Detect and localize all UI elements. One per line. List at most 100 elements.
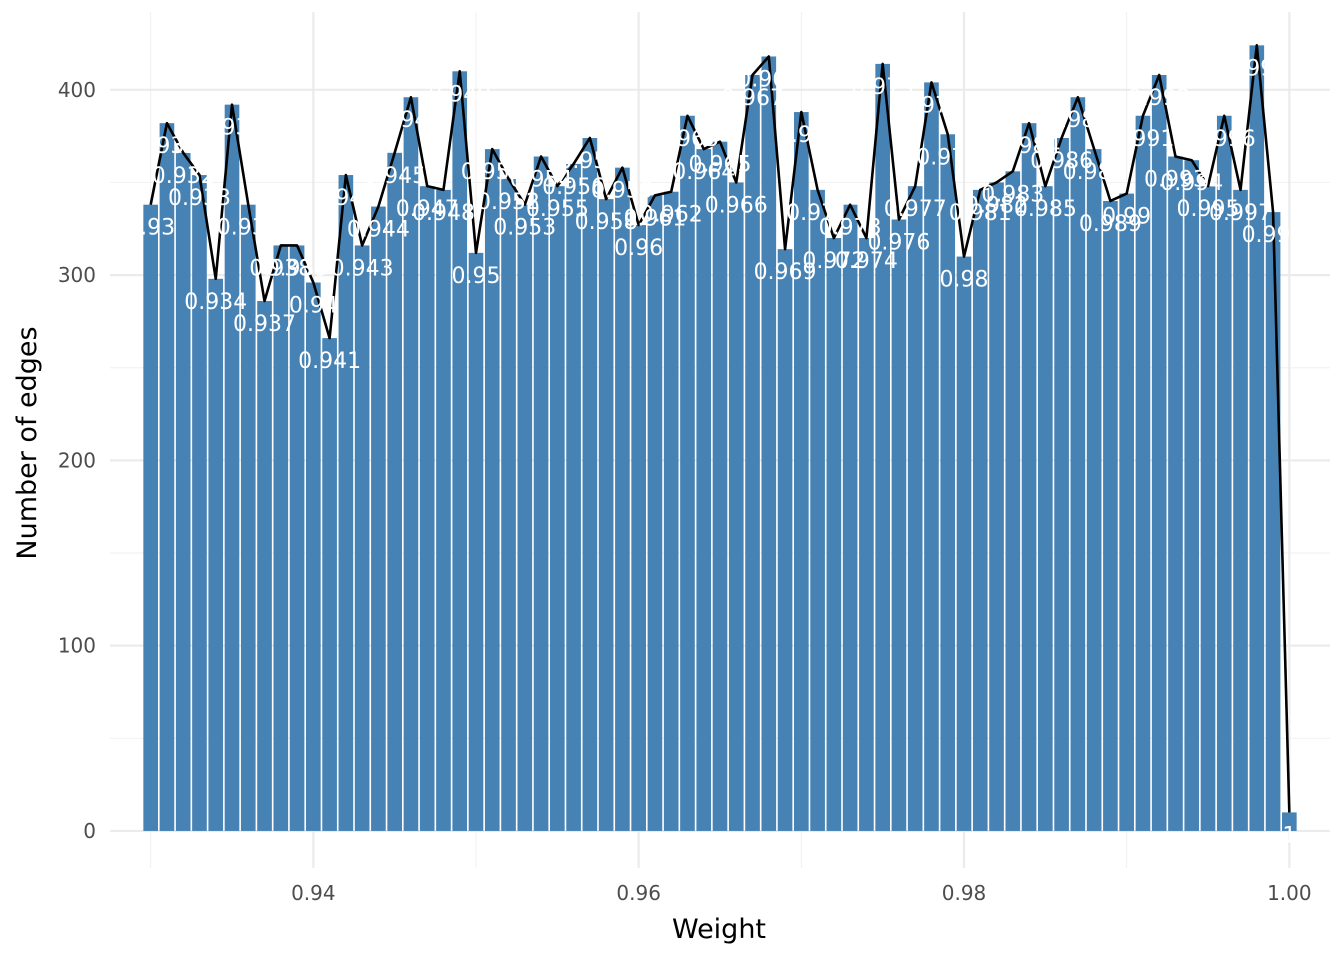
histogram-bar	[1249, 45, 1265, 831]
x-tick-label: 0.94	[291, 881, 336, 905]
x-tick-label: 0.98	[942, 881, 987, 905]
bar-label: 0.985	[1014, 197, 1077, 222]
bar-label: 0.991	[1111, 127, 1174, 152]
x-tick-label: 0.96	[616, 881, 661, 905]
bar-label: 0.939	[266, 256, 329, 281]
bar-label: 0.997	[1209, 201, 1272, 226]
bar-label: 0.946	[379, 108, 442, 133]
bar-label: 0.961	[623, 206, 686, 231]
bar-label: 0.977	[884, 197, 947, 222]
bar-label: 0.948	[412, 201, 475, 226]
histogram-bar	[1054, 137, 1069, 831]
bar-label: 0.993	[1144, 168, 1207, 193]
bar-label: 0.95	[452, 264, 501, 289]
bar-label: 0.953	[493, 216, 556, 241]
histogram-bar	[533, 156, 549, 831]
bar-label: 0.99	[1102, 205, 1151, 230]
bar-label: 0.971	[786, 201, 849, 226]
bar-label: 0.94	[289, 294, 338, 319]
histogram-bar	[1282, 812, 1297, 831]
histogram-bar	[1216, 115, 1232, 831]
bar-label: 0.942	[314, 186, 377, 211]
histogram-bar	[598, 199, 614, 831]
bar-label: 0.986	[1030, 149, 1093, 174]
histogram-bar	[794, 112, 809, 831]
histogram-bar	[175, 152, 191, 831]
bar-label: 0.943	[331, 256, 394, 281]
bar-label: 0.951	[461, 160, 524, 185]
trend-line-layer	[149, 44, 1291, 813]
bar-label: 0.981	[949, 201, 1012, 226]
histogram-bar	[842, 204, 858, 831]
bar-label: 0.947	[396, 197, 459, 222]
y-tick-label: 400	[58, 78, 96, 102]
y-tick-label: 200	[58, 448, 96, 472]
histogram-bar	[1005, 171, 1021, 831]
histogram-bar	[582, 137, 598, 831]
histogram-bar	[810, 189, 825, 831]
histogram-bar	[1119, 193, 1134, 831]
histogram-bar	[1103, 200, 1118, 831]
histogram-bar	[517, 204, 533, 831]
histogram-bar	[826, 238, 842, 831]
bar-label: 0.966	[705, 193, 768, 218]
bar-label: 0.969	[754, 260, 817, 285]
histogram-bar	[403, 97, 419, 831]
bar-label: 0.949	[428, 82, 491, 107]
histogram-bar	[273, 245, 289, 831]
y-axis-title: Number of edges	[12, 326, 43, 559]
histogram-bar	[663, 191, 679, 831]
bar-label: 0.945	[363, 164, 426, 189]
histogram-bar	[1135, 115, 1151, 831]
trend-line	[149, 44, 1291, 813]
bar-label: 0.972	[802, 249, 865, 274]
x-axis-ticks: 0.94 0.96 0.98 1.00	[291, 881, 1312, 905]
histogram-bar	[1184, 160, 1200, 831]
histogram-bar	[745, 74, 760, 831]
bar-label: 0.984	[998, 134, 1061, 159]
histogram-bar	[696, 149, 712, 831]
histogram-bar	[371, 206, 386, 831]
histogram-bar	[436, 189, 451, 831]
histogram-bar	[907, 186, 923, 831]
bar-label: 0.974	[835, 249, 898, 274]
histogram-bar	[192, 175, 207, 831]
histogram-bar	[615, 167, 630, 831]
bar-label: 0.995	[1177, 197, 1240, 222]
histogram-bar	[1070, 97, 1086, 831]
bar-label: 0.934	[184, 290, 247, 315]
y-axis-ticks: 0 100 200 300 400	[58, 78, 96, 843]
histogram-bar	[1038, 186, 1053, 831]
bar-label: 0.937	[233, 312, 296, 337]
bar-label: 0.998	[1225, 56, 1288, 81]
x-axis-title: Weight	[672, 914, 766, 945]
histogram-bar	[159, 123, 175, 831]
bar-label: 0.935	[201, 116, 264, 141]
histogram-bar	[224, 104, 240, 831]
bar-label: 0.956	[542, 175, 605, 200]
bar-label: 0.982	[965, 193, 1028, 218]
histogram-bar	[566, 163, 581, 831]
histogram-bar	[712, 141, 728, 831]
histogram-bar	[550, 186, 565, 831]
bar-label: 0.941	[298, 349, 361, 374]
histogram-bar	[240, 204, 256, 831]
bar-label: 0.976	[867, 231, 930, 256]
histogram-bar	[354, 245, 370, 831]
bar-label: 0.944	[347, 218, 410, 243]
bar-labels-layer: 0.930.9310.9320.9330.9340.9350.9360.9370…	[126, 56, 1304, 848]
bar-label: 0.959	[591, 179, 654, 204]
histogram-bar	[1021, 123, 1037, 831]
bar-label: 0.978	[900, 93, 963, 118]
bar-label: 0.999	[1242, 223, 1305, 248]
histogram-bar	[989, 182, 1004, 831]
bar-label: 1	[1282, 823, 1296, 848]
histogram-bar	[208, 278, 224, 831]
bar-label: 0.988	[1063, 160, 1126, 185]
histogram-bar	[859, 238, 874, 831]
bar-label: 0.932	[152, 164, 215, 189]
histogram-bar	[924, 82, 939, 831]
bar-label: 0.994	[1160, 171, 1223, 196]
x-tick-label: 1.00	[1267, 881, 1312, 905]
